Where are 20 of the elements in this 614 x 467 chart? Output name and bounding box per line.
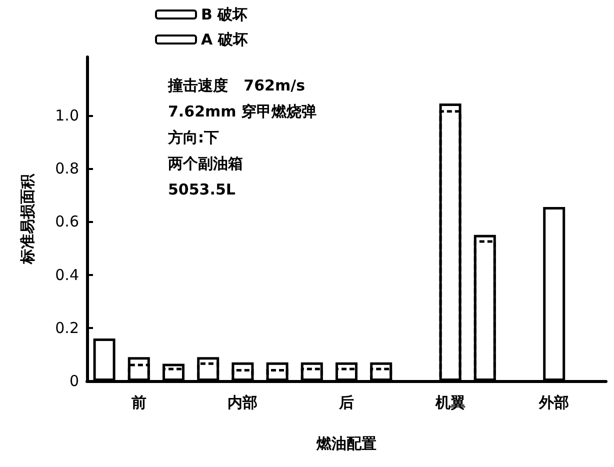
x-tick-label: 前 [130,394,146,412]
y-tick-label: 0.8 [55,160,79,178]
x-tick-label: 机翼 [434,394,466,412]
y-tick-label: 0.6 [55,212,79,231]
annotation: 方向:下 [167,128,219,146]
annotation: 5053.5L [168,180,236,198]
annotation: 7.62mm 穿甲燃烧弹 [168,102,316,120]
legend-label: A 破坏 [201,30,248,48]
x-tick-label: 内部 [228,394,258,412]
legend-label: B 破坏 [201,6,248,24]
y-tick-label: 0.2 [55,318,79,337]
y-tick-label: 1.0 [55,106,79,124]
y-axis-title: 标准易损面积 [18,173,36,265]
y-tick-label: 0 [69,372,79,390]
x-tick-label: 后 [338,394,354,412]
x-tick-label: 外部 [538,394,570,412]
annotation: 撞击速度 762m/s [167,76,306,94]
annotation: 两个副油箱 [167,154,243,172]
y-tick-label: 0.4 [55,266,79,284]
x-axis-title: 燃油配置 [316,434,376,452]
